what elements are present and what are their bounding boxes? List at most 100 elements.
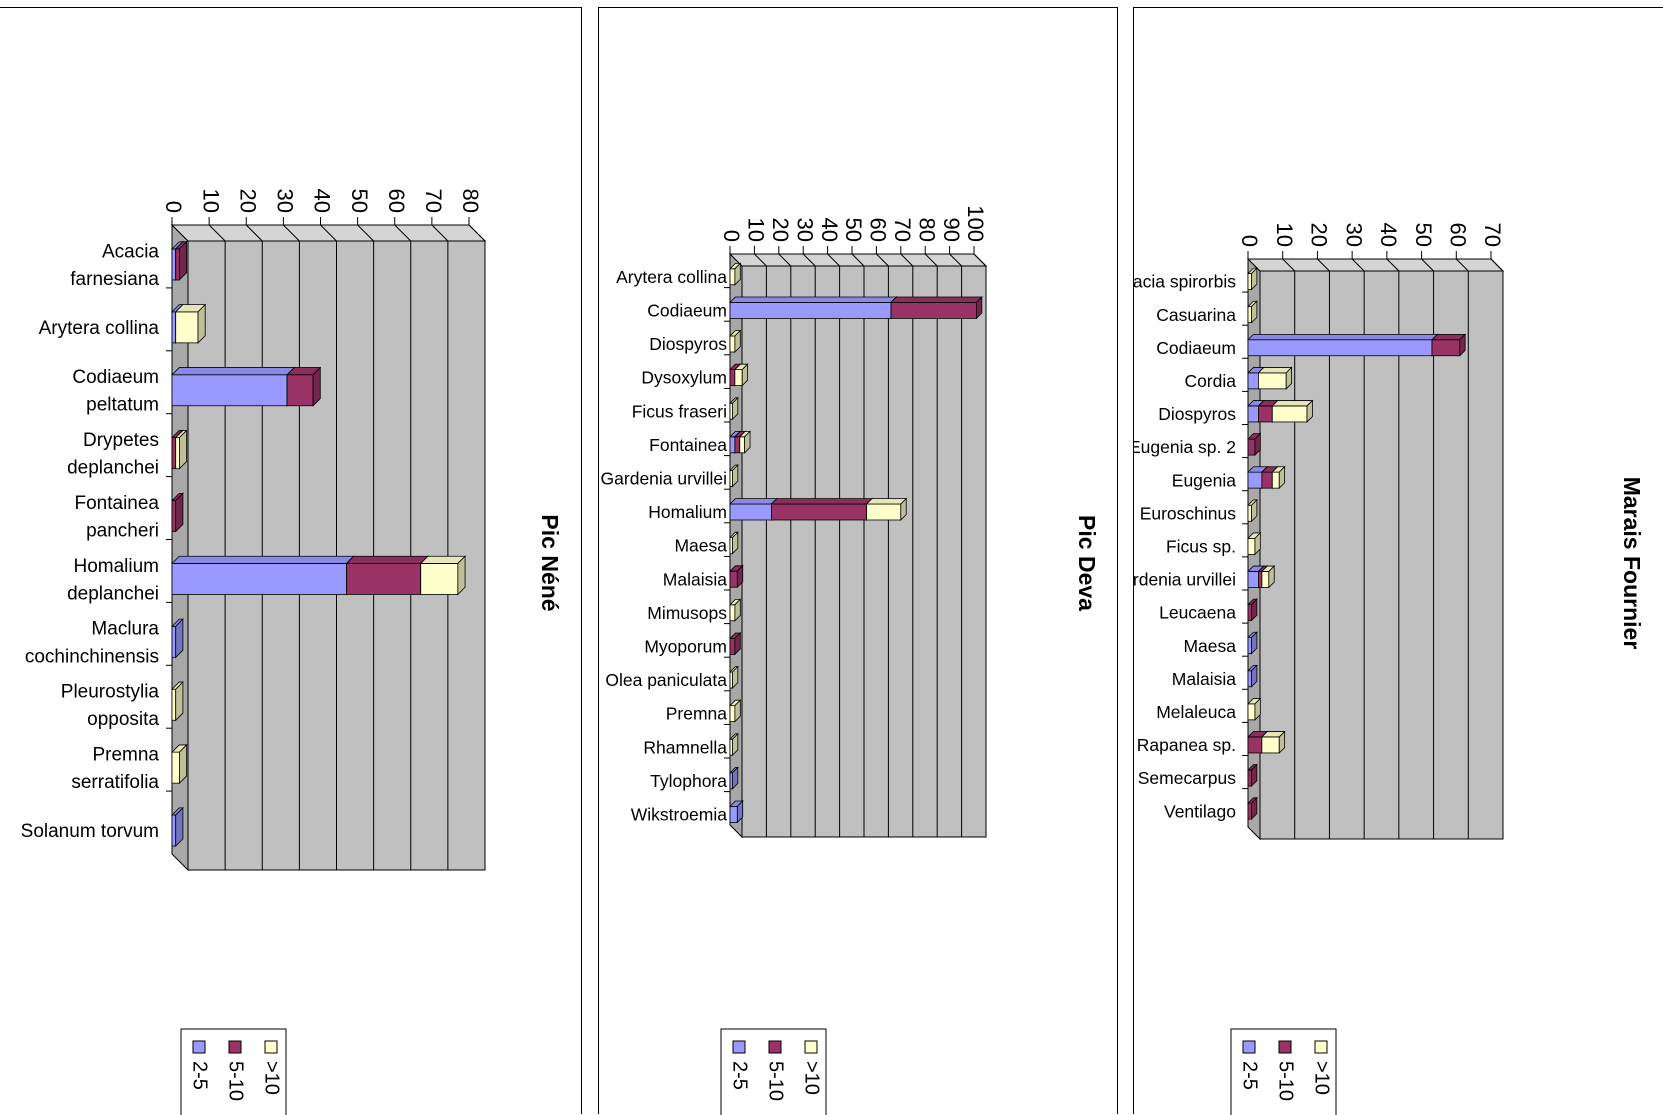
bar-2-5-maesa (1247, 631, 1258, 655)
bar-10-diospyros (1271, 399, 1314, 423)
bar-10-acacia-spirorbis (1247, 267, 1258, 291)
legend-label: 2-5 (1239, 1061, 1261, 1090)
bar-10-melaleuca (1247, 697, 1262, 721)
category-label: Pleurostylia opposita (61, 682, 160, 731)
gridline-depth (754, 253, 767, 267)
bar-10-maesa (729, 531, 739, 555)
category-label: Gardenia urvillei (1134, 570, 1236, 590)
legend: 2-5 5-10 >10 (180, 1028, 287, 1115)
bar-10-mimusops (729, 598, 742, 622)
axis-tick-label: 60 (866, 218, 891, 242)
chart-title: Pic Deva (1074, 515, 1100, 611)
category-label: Arytera collina (616, 267, 727, 287)
gridline-depth (431, 224, 449, 242)
legend-swatch-10 (1314, 1040, 1328, 1054)
category-label: Eugenia (1172, 470, 1236, 490)
category-label: Casuarina (1156, 305, 1236, 325)
bar-10-dysoxylum (733, 363, 749, 387)
bar-5-10-semecarpus (1247, 763, 1258, 788)
bar-10-euroschinus (1247, 498, 1258, 523)
bar-2-5-homalium-deplanchei (171, 555, 355, 596)
category-label: Codiaeum (647, 301, 727, 321)
bar-2-5-codiaeum (729, 296, 898, 320)
gridline-depth (357, 224, 374, 242)
bar-10-rapanea-sp (1260, 730, 1286, 754)
gridline-depth (876, 253, 889, 267)
axis-tick-label: 40 (310, 189, 335, 213)
legend-swatch-5-10 (768, 1040, 782, 1054)
category-label: Solanum torvum (21, 821, 159, 842)
category-label: Drypetes deplanchei (67, 430, 159, 479)
legend-swatch-2-5 (1242, 1040, 1256, 1054)
bar-10-eugenia (1271, 465, 1286, 490)
gridline-depth (245, 224, 263, 242)
gridline-depth (394, 224, 412, 242)
category-label: Euroschinus (1140, 503, 1237, 523)
category-label: Tylophora (650, 771, 727, 791)
bar-10-premna-serratifolia (171, 743, 188, 785)
category-label: Myoporum (644, 637, 727, 657)
category-label: Maesa (1183, 636, 1236, 656)
bar-2-5-wikstroemia (729, 800, 744, 824)
chart-panel-marais-fournier: 0 10 20 30 40 50 60 70 Acacia spirorbis Casuarina… (1133, 7, 1663, 1115)
axis-tick-label: 10 (1272, 223, 1297, 247)
category-label: Ficus fraseri (632, 401, 727, 421)
bar-2-5-codiaeum-peltatum (171, 366, 296, 407)
legend-label: 2-5 (189, 1061, 211, 1090)
axis-tick-label: 20 (235, 189, 260, 213)
category-label: Semecarpus (1138, 768, 1236, 788)
bar-10-drypetes-deplanchei (174, 429, 188, 470)
plot-back-wall (1259, 270, 1504, 840)
bar-10-ficus-sp (1247, 531, 1262, 556)
axis-tick-label: 20 (1307, 223, 1332, 247)
category-label: Diospyros (649, 334, 727, 354)
chart-title: Marais Fournier (1619, 477, 1645, 650)
axis-tick-label: 70 (1480, 223, 1505, 247)
category-label: Premna serratifolia (71, 745, 159, 794)
bar-2-5-malaisia (1247, 664, 1258, 688)
bar-10-diospyros (729, 329, 742, 353)
chart-marais-fournier: 0 10 20 30 40 50 60 70 Acacia spirorbis Casuarina… (1134, 223, 1645, 1115)
axis-tick-label: 10 (744, 218, 769, 242)
bar-2-5-homalium (729, 497, 778, 521)
category-label: Arytera collina (39, 318, 160, 339)
gridline-depth (283, 224, 300, 242)
bar-5-10-leucaena (1247, 598, 1258, 622)
bar-10-pleurostylia-opposita (171, 681, 184, 722)
chart-pic-deva: 0 10 20 30 40 50 60 70 80 90 100 Arytera collina Cod… (601, 205, 1100, 1115)
axis-tick-label: 80 (458, 189, 483, 213)
category-label: Cordia (1184, 371, 1236, 391)
axis-tick-label: 20 (768, 218, 793, 242)
bar-2-5-codiaeum (1247, 333, 1439, 357)
legend-label: >10 (801, 1061, 823, 1095)
category-label: Codiaeum peltatum (72, 367, 159, 416)
bar-5-10-ventilago (1247, 796, 1258, 821)
bar-10-casuarina (1247, 300, 1258, 324)
axis-tick-label: 50 (841, 218, 866, 242)
category-label: Maclura cochinchinensis (25, 619, 160, 668)
gridline-depth (802, 253, 816, 267)
bar-10-homalium-deplanchei (419, 555, 467, 596)
axis-tick-label: 30 (1341, 223, 1366, 247)
axis-tick-label: 80 (914, 218, 939, 242)
category-label: Rapanea sp. (1137, 735, 1236, 755)
bar-10-gardenia-urvillei (729, 464, 739, 488)
gridline-depth (827, 253, 840, 267)
legend: 2-5 5-10 >10 (720, 1028, 827, 1115)
bar-5-10-codiaeum (1431, 333, 1467, 357)
legend-label: 5-10 (1275, 1061, 1297, 1101)
gridline-depth (900, 253, 914, 267)
bar-10-gardenia-urvillei (1260, 565, 1276, 589)
axis-tick-label: 30 (273, 189, 298, 213)
axis-tick-label: 30 (792, 218, 817, 242)
gridline-depth (1317, 258, 1330, 272)
axis-tick-label: 0 (719, 230, 744, 242)
plot-top-wall (1246, 258, 1505, 272)
gridline-depth (1490, 258, 1504, 272)
bar-5-10-homalium-deplanchei (345, 555, 429, 596)
bar-2-5-maclura-cochinchinensis (171, 618, 184, 659)
category-label: Homalium (648, 502, 727, 522)
category-label: Maesa (674, 536, 727, 556)
gridline-depth (851, 253, 865, 267)
bar-2-5-tylophora (729, 766, 739, 790)
